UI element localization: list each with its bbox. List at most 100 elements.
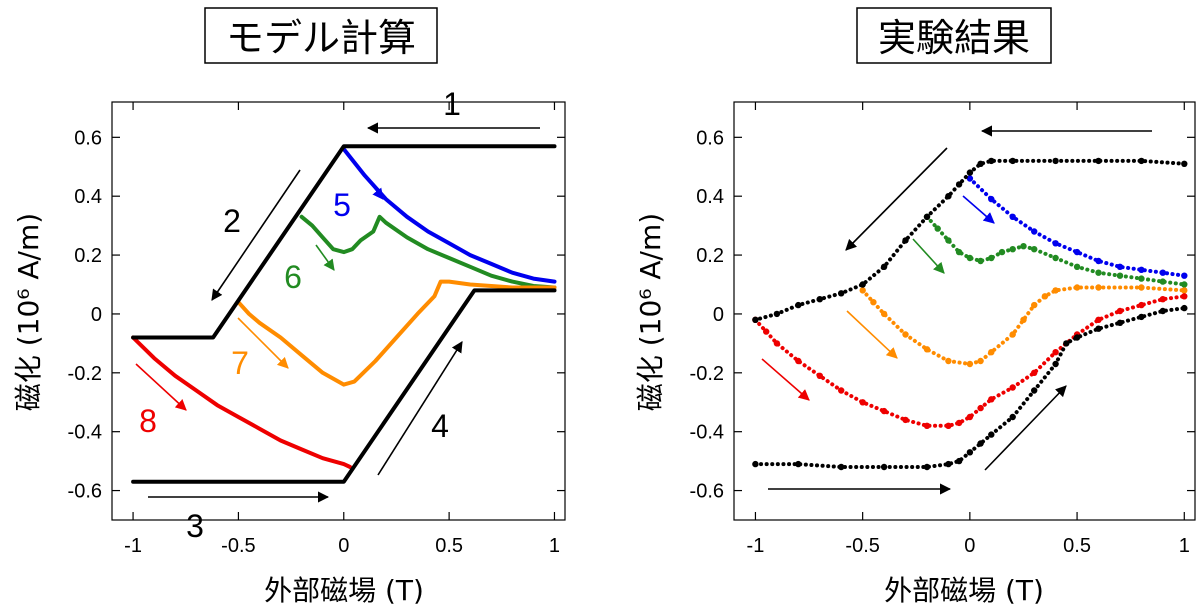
y-tick-label: -0.6 <box>690 481 724 503</box>
annotation-label: 7 <box>231 345 249 381</box>
plot-frame <box>111 101 566 521</box>
y-tick-label: 0.4 <box>696 186 724 208</box>
data-point <box>945 193 952 200</box>
data-point <box>988 157 995 165</box>
data-point <box>816 296 823 303</box>
series-markers <box>753 294 1187 428</box>
data-point <box>966 169 974 176</box>
data-point <box>1138 266 1145 273</box>
x-tick-label: 1 <box>549 535 560 557</box>
data-point <box>1181 293 1188 300</box>
x-tick-label: 0.5 <box>435 535 463 557</box>
data-point <box>880 463 888 471</box>
series-markers <box>925 214 1187 287</box>
data-point <box>859 281 866 288</box>
data-point <box>1031 387 1038 394</box>
y-tick-label: 0.6 <box>74 127 102 149</box>
data-point <box>966 254 974 262</box>
data-point <box>945 357 952 365</box>
x-tick-label: 0.5 <box>1063 535 1091 557</box>
series-line <box>131 144 557 340</box>
data-point <box>1095 257 1102 265</box>
data-point <box>902 331 909 338</box>
x-tick-label: 0 <box>964 535 975 557</box>
series-markers <box>753 158 1187 322</box>
series-markers <box>967 176 1187 278</box>
panel-experiment-result: 実験結果 -1 -0.5 0 0.5 1 -0.6 -0.4 -0.2 0 0.2 0.4 0.6 外… <box>634 7 1196 607</box>
data-point <box>1138 301 1145 309</box>
data-point <box>1095 325 1102 332</box>
data-point <box>1181 304 1188 312</box>
data-point <box>966 360 974 368</box>
series-layer <box>752 157 1188 471</box>
data-point <box>773 310 781 318</box>
data-point <box>988 349 995 356</box>
data-point <box>966 175 974 182</box>
data-point <box>977 257 984 265</box>
annotation-label: 5 <box>333 187 351 223</box>
data-point <box>1116 307 1124 315</box>
data-point <box>1052 287 1059 294</box>
y-tick-label: -0.2 <box>690 363 724 385</box>
data-point <box>998 248 1006 256</box>
data-point <box>838 463 845 471</box>
data-point <box>1031 228 1038 235</box>
data-point <box>795 301 802 309</box>
data-point <box>859 399 866 406</box>
series-line <box>299 214 557 290</box>
direction-arrow <box>845 147 948 251</box>
annotation-label: 3 <box>186 508 204 544</box>
data-point <box>1052 240 1059 247</box>
x-tick-label: 1 <box>1179 535 1190 557</box>
series-line <box>236 279 557 387</box>
data-point <box>923 463 931 471</box>
y-axis-title: 磁化 (10⁶ A/m) <box>12 213 45 411</box>
series-markers <box>860 285 1187 366</box>
data-point <box>955 457 963 465</box>
annotation-label: 2 <box>223 203 241 239</box>
data-point <box>838 290 845 297</box>
data-point <box>923 346 931 353</box>
data-point <box>1020 243 1027 250</box>
data-point <box>1020 316 1027 323</box>
direction-arrow <box>912 238 945 274</box>
series-line <box>131 288 557 484</box>
data-point <box>773 340 781 347</box>
data-point <box>902 416 909 424</box>
data-point <box>1181 160 1188 167</box>
y-tick-label: -0.6 <box>68 481 102 503</box>
data-point <box>955 248 963 256</box>
data-point <box>1138 275 1145 282</box>
direction-arrow <box>984 385 1067 471</box>
data-point <box>945 237 952 244</box>
data-point <box>1009 157 1016 165</box>
data-point <box>880 407 888 415</box>
x-tick-label: -0.5 <box>845 535 879 557</box>
series-line <box>341 147 557 284</box>
x-tick-label: -1 <box>747 535 765 557</box>
panel-model-calculation: モデル計算 -1 -0.5 0 0.5 1-0.6-0.4-0.200.20.40.6 … <box>12 7 566 607</box>
annotation-label: 4 <box>431 408 449 444</box>
data-point <box>977 160 984 167</box>
y-tick-label: -0.4 <box>690 422 724 444</box>
y-tick-label: -0.2 <box>68 363 102 385</box>
y-tick-label: 0 <box>91 304 102 326</box>
data-point <box>1116 272 1124 279</box>
data-point <box>880 263 888 270</box>
x-axis-title: 外部磁場 (T) <box>884 574 1044 607</box>
data-point <box>955 419 963 427</box>
data-point <box>1052 254 1059 262</box>
data-point <box>1052 349 1059 356</box>
direction-arrow <box>761 358 810 401</box>
direction-arrow <box>361 171 384 200</box>
data-point <box>1095 157 1102 165</box>
data-point <box>1159 307 1167 315</box>
x-axis-title: 外部磁場 (T) <box>264 574 424 607</box>
data-point <box>1095 316 1102 323</box>
data-point <box>1116 263 1124 270</box>
y-tick-label: 0 <box>713 304 724 326</box>
y-tick-label: 0.4 <box>74 186 102 208</box>
data-point <box>752 316 759 323</box>
data-point <box>1095 284 1102 291</box>
y-tick-label: 0.6 <box>696 127 724 149</box>
